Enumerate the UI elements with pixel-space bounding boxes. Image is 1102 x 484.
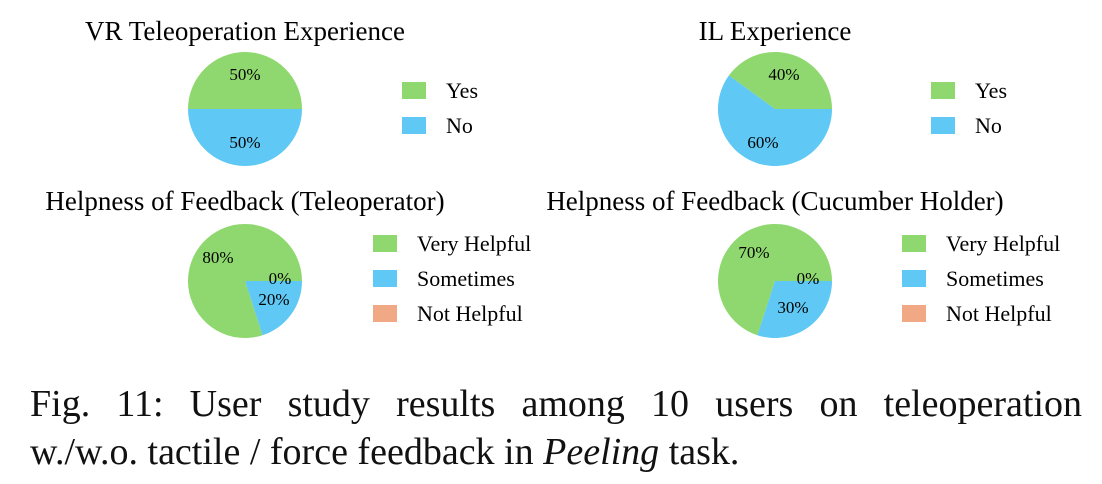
slice-label-no: 50% <box>229 133 260 152</box>
pie-slice-yes <box>728 52 832 109</box>
slice-label-yes: 50% <box>229 65 260 84</box>
slice-label-yes: 40% <box>768 65 799 84</box>
legend-label-no: No <box>975 113 1002 138</box>
legend-label-no: No <box>446 113 473 138</box>
chart-title: Helpness of Feedback (Cucumber Holder) <box>546 186 1003 216</box>
legend-label-yes: Yes <box>975 78 1007 103</box>
pie-chart-vr-teleoperation: VR Teleoperation Experience 50% 50% Yes … <box>85 16 478 166</box>
legend-label-very-helpful: Very Helpful <box>417 231 531 256</box>
legend-label-yes: Yes <box>446 78 478 103</box>
slice-label-very-helpful: 70% <box>738 243 769 262</box>
pie-slice-yes <box>188 52 302 109</box>
legend-swatch-not-helpful <box>373 305 397 322</box>
legend-swatch-sometimes <box>902 270 926 287</box>
pie-slice-sometimes <box>245 281 302 336</box>
legend-swatch-yes <box>931 82 955 99</box>
caption-text: task. <box>659 431 740 473</box>
caption-task-name: Peeling <box>543 431 660 473</box>
legend-label-very-helpful: Very Helpful <box>946 231 1060 256</box>
legend-swatch-very-helpful <box>373 235 397 252</box>
figure-canvas: VR Teleoperation Experience 50% 50% Yes … <box>45 16 1060 338</box>
caption-text: w./w.o. tactile / force feedback in <box>30 431 544 473</box>
slice-label-sometimes: 20% <box>258 290 289 309</box>
figure-caption: Fig. 11: User study results among 10 use… <box>30 380 1082 476</box>
pie-slice-no <box>718 75 833 167</box>
legend-swatch-not-helpful <box>902 305 926 322</box>
legend-label-sometimes: Sometimes <box>417 266 515 291</box>
chart-title: IL Experience <box>699 16 852 46</box>
pie-chart-il-experience: IL Experience 40% 60% Yes No <box>699 16 1007 167</box>
legend-label-sometimes: Sometimes <box>946 266 1044 291</box>
pie-chart-feedback-teleoperator: Helpness of Feedback (Teleoperator) 80% … <box>45 186 531 338</box>
legend-swatch-yes <box>402 82 426 99</box>
slice-label-very-helpful: 80% <box>202 248 233 267</box>
legend-label-not-helpful: Not Helpful <box>946 301 1052 326</box>
slice-label-sometimes: 30% <box>777 298 808 317</box>
legend-swatch-no <box>931 117 955 134</box>
caption-line-1: Fig. 11: User study results among 10 use… <box>30 383 1082 425</box>
pie-chart-feedback-cucumber-holder: Helpness of Feedback (Cucumber Holder) 7… <box>546 186 1060 338</box>
legend-swatch-sometimes <box>373 270 397 287</box>
chart-title: VR Teleoperation Experience <box>85 16 405 46</box>
slice-label-no: 60% <box>747 133 778 152</box>
pie-slice-very-helpful <box>717 223 832 336</box>
pie-slice-sometimes <box>757 281 832 338</box>
caption-line-2: w./w.o. tactile / force feedback in Peel… <box>30 428 1082 476</box>
slice-label-not-helpful: 0% <box>269 269 292 288</box>
chart-title: Helpness of Feedback (Teleoperator) <box>45 186 444 216</box>
slice-label-not-helpful: 0% <box>797 269 820 288</box>
legend-swatch-no <box>402 117 426 134</box>
legend-swatch-very-helpful <box>902 235 926 252</box>
pie-slice-very-helpful <box>188 223 302 338</box>
legend-label-not-helpful: Not Helpful <box>417 301 523 326</box>
pie-slice-no <box>188 109 302 166</box>
